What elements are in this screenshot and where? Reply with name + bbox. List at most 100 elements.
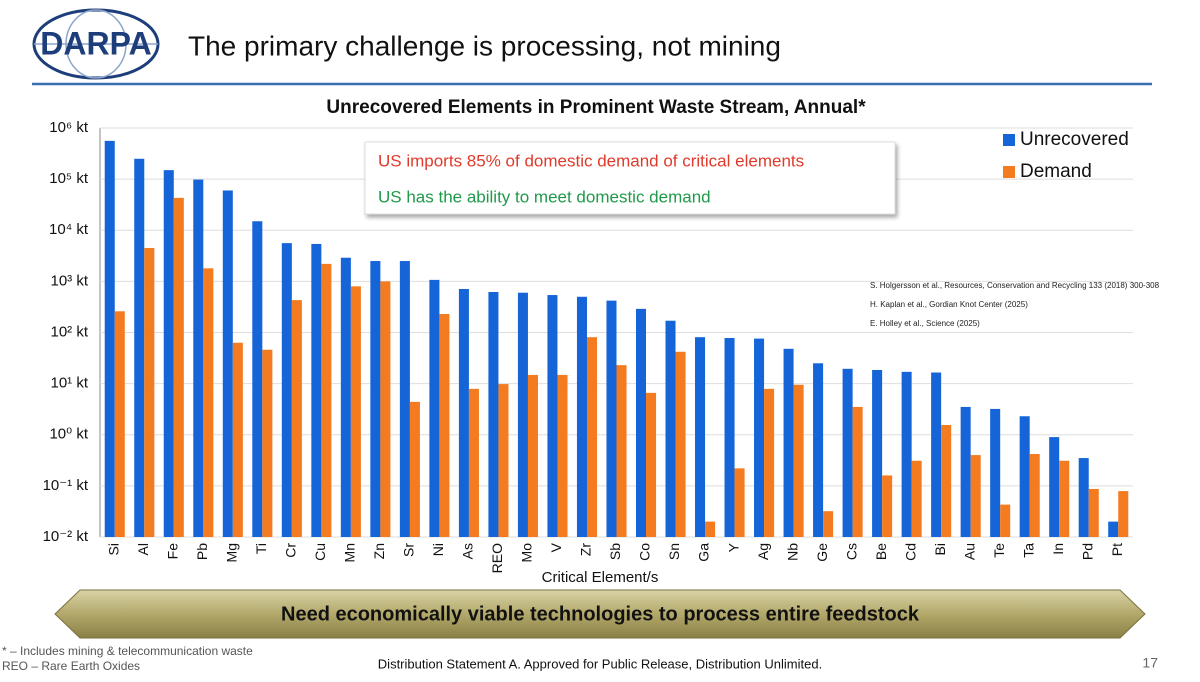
- bar: [646, 392, 657, 537]
- bar: [380, 281, 391, 537]
- x-tick-label: Co: [637, 543, 653, 561]
- bar: [941, 425, 952, 537]
- bar: [872, 369, 883, 537]
- bar: [409, 401, 420, 537]
- bar: [134, 158, 145, 537]
- x-tick-label: Pd: [1079, 543, 1095, 560]
- bar: [675, 351, 686, 537]
- x-tick-label: Ag: [755, 543, 771, 560]
- bar: [104, 140, 115, 537]
- bar: [468, 388, 479, 537]
- bar: [1000, 504, 1011, 537]
- x-tick-label: Al: [135, 543, 151, 555]
- y-tick-label: 10⁴ kt: [49, 221, 89, 238]
- page-number: 17: [1142, 655, 1158, 671]
- bar: [321, 263, 332, 537]
- bar: [852, 406, 863, 537]
- bar: [517, 292, 528, 537]
- bar: [144, 247, 155, 538]
- x-tick-label: Sb: [607, 543, 623, 560]
- x-tick-label: Pb: [194, 543, 210, 560]
- bar: [399, 261, 410, 537]
- distribution-statement: Distribution Statement A. Approved for P…: [378, 656, 822, 671]
- x-tick-label: Cs: [843, 543, 859, 560]
- x-tick-label: Pt: [1109, 543, 1125, 556]
- bar: [252, 221, 263, 538]
- y-tick-label: 10⁶ kt: [49, 119, 89, 136]
- bar: [960, 406, 971, 537]
- bar: [842, 368, 853, 537]
- bar: [665, 320, 676, 537]
- bar: [232, 342, 243, 537]
- bar: [931, 372, 942, 537]
- legend-label: Unrecovered: [1020, 129, 1129, 150]
- bar: [281, 243, 292, 537]
- x-tick-label: Bi: [932, 543, 948, 555]
- y-tick-label: 10² kt: [50, 323, 88, 340]
- y-tick-label: 10⁰ kt: [49, 426, 88, 443]
- bar: [488, 291, 499, 537]
- banner-text: Need economically viable technologies to…: [281, 603, 920, 625]
- bar: [439, 314, 450, 537]
- x-tick-label: As: [460, 543, 476, 559]
- y-tick-label: 10³ kt: [50, 272, 88, 289]
- bar: [370, 261, 381, 537]
- bar: [429, 279, 440, 537]
- plot: 10⁶ kt 10⁵ kt 10⁴ kt 10³ kt 10² kt 10¹ kt 10⁰ …: [43, 119, 1160, 573]
- bar: [114, 311, 125, 537]
- bar: [783, 348, 794, 537]
- bar: [793, 384, 804, 537]
- bar: [724, 338, 735, 537]
- bar: [262, 349, 273, 537]
- bar: [557, 374, 568, 537]
- x-tick-label: Te: [991, 543, 1007, 558]
- bar: [1019, 416, 1030, 537]
- x-tick-label: Mo: [519, 543, 535, 563]
- bar: [311, 243, 322, 537]
- chart-title: Unrecovered Elements in Prominent Waste …: [326, 97, 866, 118]
- bar: [1088, 488, 1099, 537]
- x-tick-label: Be: [873, 543, 889, 560]
- bar: [163, 170, 174, 538]
- x-tick-label: Ge: [814, 543, 830, 562]
- x-tick-label: Ti: [253, 543, 269, 554]
- y-tick-label: 10⁵ kt: [49, 170, 89, 187]
- bar: [616, 365, 627, 537]
- bar: [576, 296, 587, 537]
- bar: [498, 384, 509, 537]
- y-tick-label: 10⁻² kt: [43, 528, 89, 545]
- bar: [606, 300, 617, 537]
- bar: [1029, 454, 1040, 537]
- bar: [990, 408, 1001, 537]
- footnote: REO – Rare Earth Oxides: [2, 659, 140, 673]
- legend-swatch: [1003, 166, 1015, 178]
- x-tick-label: Zn: [371, 543, 387, 559]
- bar: [970, 455, 981, 537]
- bar: [1059, 460, 1070, 537]
- x-tick-label: Au: [961, 543, 977, 560]
- x-tick-label: Sn: [666, 543, 682, 560]
- x-tick-label: Y: [725, 542, 741, 552]
- legend-label: Demand: [1020, 161, 1092, 182]
- footnote: * – Includes mining & telecommunication …: [2, 644, 253, 658]
- slide-title: The primary challenge is processing, not…: [188, 30, 781, 61]
- y-tick-label: 10¹ kt: [50, 375, 88, 392]
- bar: [911, 460, 922, 537]
- x-tick-label: Zr: [578, 543, 594, 557]
- bar: [1049, 437, 1060, 537]
- x-tick-label: Mn: [342, 543, 358, 562]
- x-tick-label: Si: [105, 543, 121, 555]
- annotation: US imports 85% of domestic demand of cri…: [378, 151, 804, 170]
- reference: H. Kaplan et al., Gordian Knot Center (2…: [870, 300, 1028, 309]
- bar: [586, 337, 598, 537]
- bar: [813, 363, 824, 537]
- x-axis-label: Critical Element/s: [542, 569, 659, 586]
- bar: [754, 338, 765, 537]
- x-tick-label: Fe: [164, 543, 180, 560]
- annotation: US has the ability to meet domestic dema…: [378, 187, 711, 206]
- bar: [291, 300, 302, 537]
- bar: [350, 286, 361, 537]
- bar: [695, 337, 706, 537]
- x-tick-label: Cu: [312, 543, 328, 561]
